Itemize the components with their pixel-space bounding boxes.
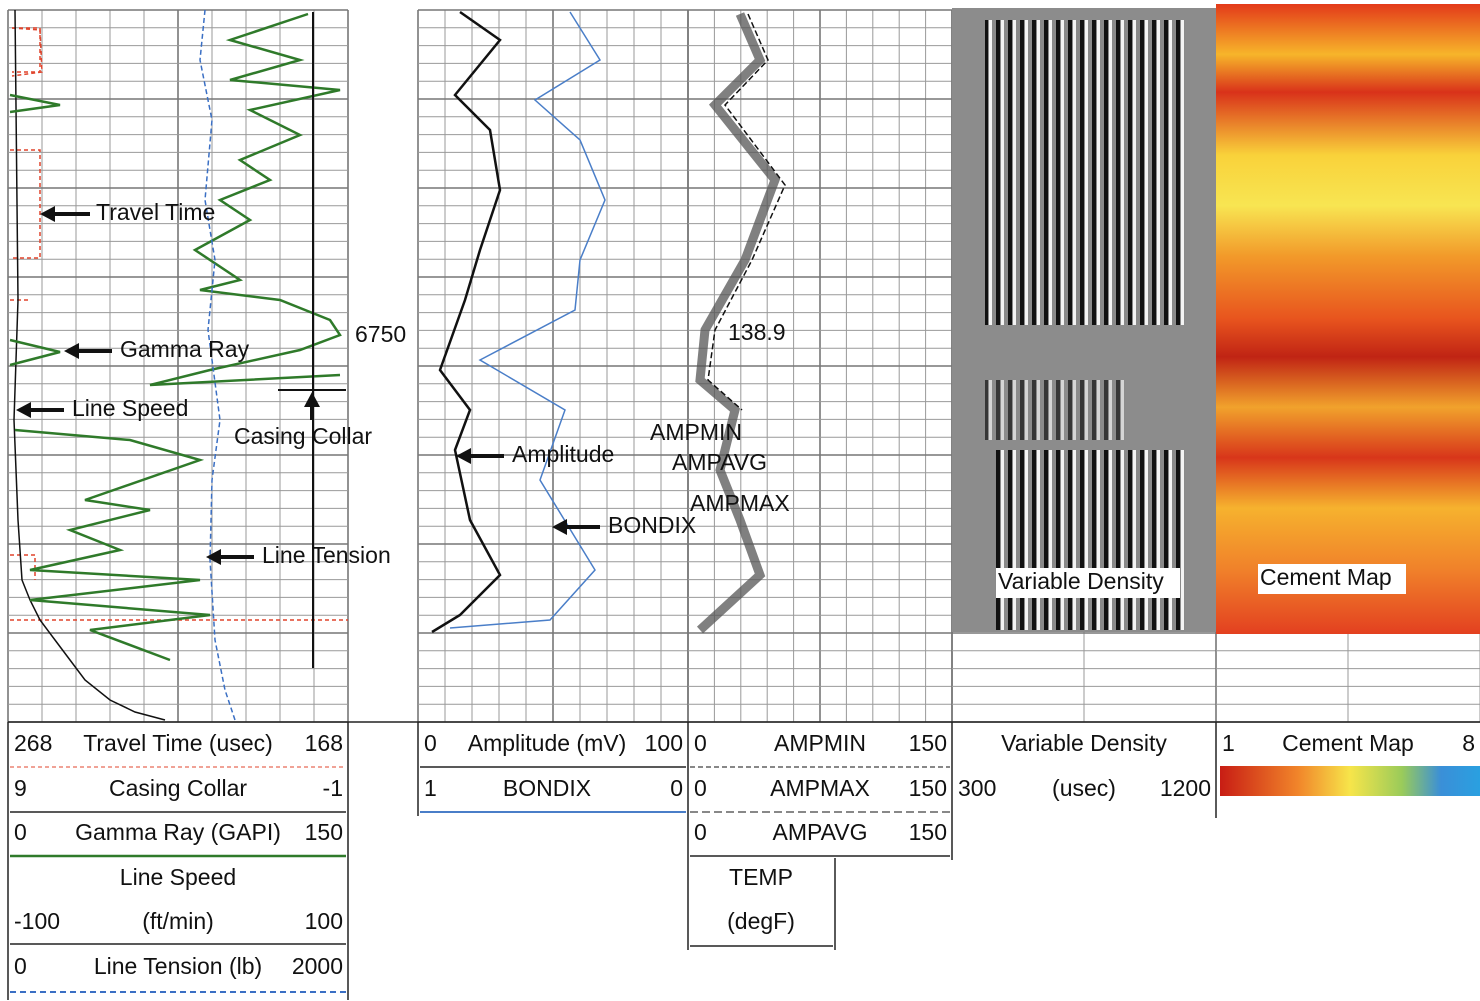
label-bg xyxy=(996,568,1180,598)
scale-left: 0 xyxy=(424,730,437,756)
scale-right: 168 xyxy=(305,730,343,756)
legend-name: Line Tension (lb) xyxy=(94,953,262,979)
legend-name: (ft/min) xyxy=(142,908,214,934)
depth-label: 6750 xyxy=(355,321,406,347)
scale-right: 2000 xyxy=(292,953,343,979)
legend-name: AMPMAX xyxy=(770,775,870,801)
vdl-stripes xyxy=(995,450,1185,630)
bondix-curve xyxy=(449,11,606,629)
scale-left: 0 xyxy=(14,819,27,845)
amplitude-curve xyxy=(431,10,502,634)
scale-right: 100 xyxy=(305,908,343,934)
line-tension-curve xyxy=(199,9,236,721)
scale-left: 0 xyxy=(694,775,707,801)
scale-left: 0 xyxy=(694,730,707,756)
annotation: Line Tension xyxy=(262,542,391,568)
annotation: BONDIX xyxy=(608,512,696,538)
annotation: AMPMIN xyxy=(650,419,742,445)
ampmax-curve xyxy=(707,13,786,411)
scale-right: 150 xyxy=(305,819,343,845)
travel-time-curve xyxy=(10,27,348,621)
legend-name: Amplitude (mV) xyxy=(468,730,626,756)
scale-left: 1 xyxy=(424,775,437,801)
line-speed-curve xyxy=(13,9,166,721)
legend-name: AMPAVG xyxy=(773,819,868,845)
scale-left: 9 xyxy=(14,775,27,801)
scale-right: 0 xyxy=(670,775,683,801)
value-label: 138.9 xyxy=(728,319,786,345)
scale-right: 150 xyxy=(909,730,947,756)
legend-name: (usec) xyxy=(1052,775,1116,801)
legend-name: Casing Collar xyxy=(109,775,247,801)
legend-name: Gamma Ray (GAPI) xyxy=(75,819,281,845)
scale-left: 0 xyxy=(694,819,707,845)
cement-map-image xyxy=(1216,4,1480,634)
vdl-stripes xyxy=(985,380,1125,440)
annotation: Casing Collar xyxy=(234,423,372,449)
annotation: Amplitude xyxy=(512,441,614,467)
scale-left: 268 xyxy=(14,730,52,756)
travel-time-curve xyxy=(11,27,43,77)
annotation: Line Speed xyxy=(72,395,188,421)
annotation: Variable Density xyxy=(998,568,1164,594)
scale-left: 1 xyxy=(1222,730,1235,756)
scale-right: -1 xyxy=(323,775,343,801)
annotation: AMPAVG xyxy=(672,449,767,475)
header: 268 Travel Time (usec) 168 9 Casing Collar -1… xyxy=(14,730,1475,979)
separators xyxy=(7,721,1480,1000)
legend-name: Line Speed xyxy=(120,864,236,890)
legend-name: (degF) xyxy=(727,908,795,934)
annotation: Travel Time xyxy=(96,199,215,225)
annotation: Gamma Ray xyxy=(120,336,250,362)
legend-name: Variable Density xyxy=(1001,730,1167,756)
scale-right: 150 xyxy=(909,775,947,801)
legend-name: AMPMIN xyxy=(774,730,866,756)
annotation: Cement Map xyxy=(1260,564,1392,590)
label-bg xyxy=(1258,564,1406,594)
scale-right: 1200 xyxy=(1160,775,1211,801)
scale-left: 0 xyxy=(14,953,27,979)
gamma-ray-curve xyxy=(9,12,342,662)
legend-name: BONDIX xyxy=(503,775,591,801)
scale-right: 100 xyxy=(645,730,683,756)
scale-left: 300 xyxy=(958,775,996,801)
legend-name: Cement Map xyxy=(1282,730,1414,756)
arrows xyxy=(16,206,600,565)
scale-right: 150 xyxy=(909,819,947,845)
legend-name: Travel Time (usec) xyxy=(83,730,273,756)
legend-name: TEMP xyxy=(729,864,793,890)
vdl-stripes xyxy=(985,20,1185,325)
casing-collar-curve xyxy=(278,12,346,668)
annotation: AMPMAX xyxy=(690,490,790,516)
amp-band xyxy=(695,12,781,634)
scale-right: 8 xyxy=(1462,730,1475,756)
scale-left: -100 xyxy=(14,908,60,934)
